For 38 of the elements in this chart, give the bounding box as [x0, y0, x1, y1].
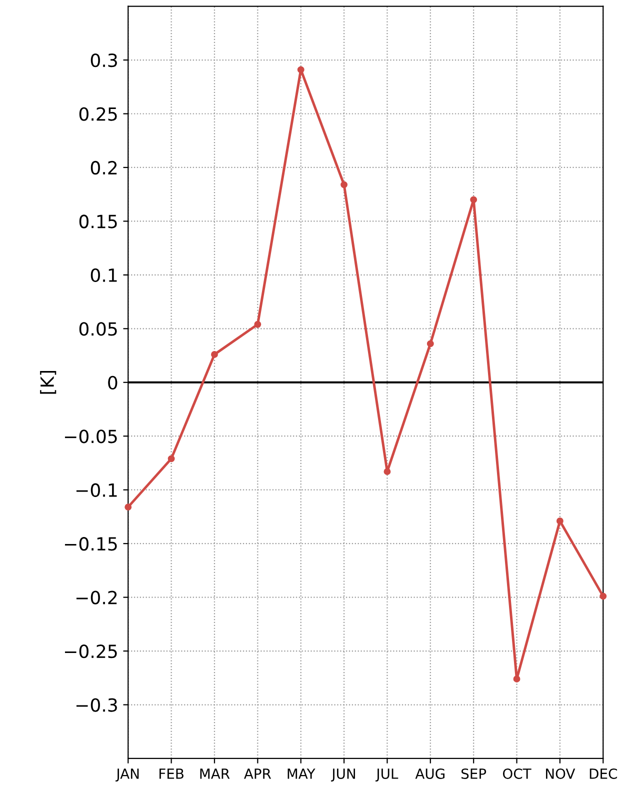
- point: [168, 455, 175, 462]
- y-tick-label: −0.1: [76, 483, 117, 497]
- x-tick-label: MAY: [288, 768, 316, 779]
- x-tick-label: OCT: [502, 768, 532, 779]
- point: [426, 340, 434, 348]
- point: [124, 504, 132, 511]
- y-tick-label: 0.15: [79, 214, 117, 228]
- x-tick-label: APR: [244, 768, 272, 779]
- point: [470, 196, 478, 204]
- point: [513, 676, 520, 682]
- point: [340, 181, 348, 188]
- y-tick-label: 0: [108, 376, 118, 390]
- y-tick-label: 0.2: [90, 160, 117, 175]
- x-tick-label: MAR: [200, 768, 230, 779]
- y-tick-label: 0.3: [90, 53, 117, 68]
- x-tick-label: NOV: [546, 768, 576, 779]
- y-axis-title: [K]: [40, 370, 56, 394]
- y-tick-label: −0.2: [76, 590, 117, 604]
- x-tick-label: JUN: [330, 768, 355, 782]
- point: [254, 320, 262, 328]
- point: [556, 518, 564, 524]
- point: [600, 592, 607, 600]
- x-tick-label: SEP: [462, 768, 486, 779]
- y-tick-label: −0.3: [76, 698, 117, 712]
- y-tick-label: −0.15: [64, 537, 117, 551]
- x-tick-label: AUG: [415, 768, 444, 779]
- point: [297, 66, 304, 74]
- x-tick-label: JUL: [375, 768, 398, 782]
- y-tick-label: 0.1: [90, 268, 117, 282]
- y-tick-label: 0.05: [79, 322, 117, 336]
- y-tick-label: −0.25: [64, 644, 117, 658]
- x-tick-label: FEB: [160, 768, 184, 779]
- y-tick-label: 0.25: [79, 107, 117, 121]
- x-tick-label: DEC: [590, 768, 617, 779]
- point: [384, 468, 391, 476]
- point: [211, 350, 218, 358]
- x-tick-label: JAN: [116, 768, 139, 782]
- y-tick-label: −0.05: [64, 430, 117, 444]
